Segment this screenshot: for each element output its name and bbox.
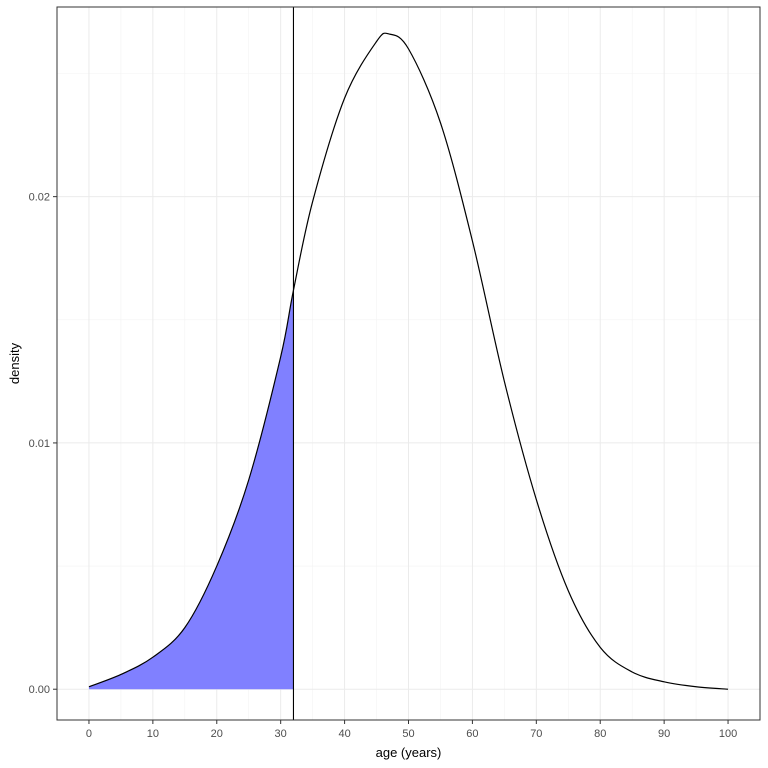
x-tick-label: 80 (594, 728, 606, 740)
x-tick-label: 70 (530, 728, 542, 740)
x-axis-title: age (years) (376, 745, 442, 760)
density-curve (88, 32, 729, 690)
y-tick-label: 0.01 (29, 438, 50, 450)
x-tick-label: 100 (719, 728, 737, 740)
chart-marks (88, 7, 729, 720)
x-tick-label: 50 (402, 728, 414, 740)
x-axis-ticks: 0 10 20 30 40 50 60 70 80 90 100 (86, 720, 737, 740)
major-gridlines (57, 7, 760, 720)
x-tick-label: 0 (86, 728, 92, 740)
y-axis-ticks: 0.00 0.01 0.02 (29, 192, 57, 696)
x-tick-label: 90 (658, 728, 670, 740)
x-tick-label: 40 (338, 728, 350, 740)
x-tick-label: 20 (211, 728, 223, 740)
shaded-area (88, 290, 294, 690)
y-axis-title: density (7, 342, 22, 384)
y-tick-label: 0.00 (29, 684, 50, 696)
x-tick-label: 10 (147, 728, 159, 740)
x-tick-label: 60 (466, 728, 478, 740)
x-tick-label: 30 (275, 728, 287, 740)
y-tick-label: 0.02 (29, 192, 50, 204)
